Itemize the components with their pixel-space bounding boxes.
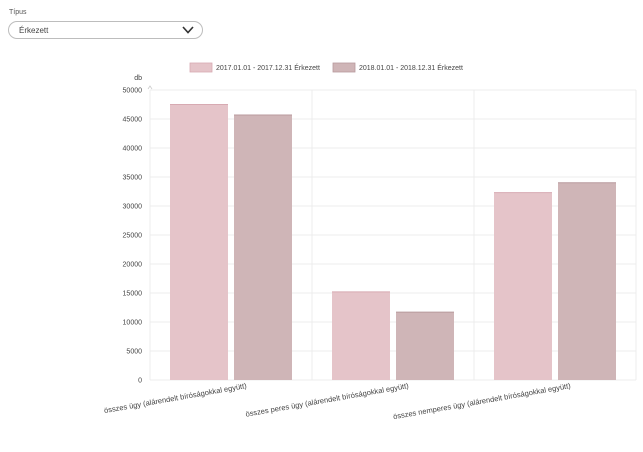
y-tick-label: 10000 (123, 320, 143, 327)
type-select-value: Érkezett (19, 25, 49, 35)
y-tick-label: 20000 (123, 262, 143, 269)
chevron-down-icon (182, 26, 194, 34)
y-tick-label: 50000 (123, 88, 143, 95)
y-tick-label: 15000 (123, 291, 143, 298)
type-select[interactable]: Érkezett (8, 21, 203, 39)
bar-1-2 (332, 291, 390, 380)
filter-label: Típus (9, 9, 27, 16)
y-tick-label: 40000 (123, 146, 143, 153)
legend-swatch-1 (189, 62, 213, 73)
y-tick-label: 25000 (123, 233, 143, 240)
y-tick-label: 5000 (126, 349, 142, 356)
y-tick-label: 45000 (123, 117, 143, 124)
x-category-label: összes ügy (alárendelt bíróságokkal együ… (103, 381, 248, 415)
bar-2-2 (396, 312, 454, 380)
bar-1-3 (494, 192, 552, 380)
y-tick-label: 30000 (123, 204, 143, 211)
bar-2-3 (558, 182, 616, 380)
x-category-label: összes nemperes ügy (alárendelt bíróságo… (392, 381, 571, 421)
legend-label-1: 2017.01.01 - 2017.12.31 Érkezett (216, 63, 320, 72)
y-axis-label: db (134, 75, 142, 82)
legend-swatch-2 (332, 62, 356, 73)
y-axis-arrow-icon (147, 85, 153, 90)
x-category-label: összes peres ügy (alárendelt bíróságokka… (245, 381, 410, 419)
legend-label-2: 2018.01.01 - 2018.12.31 Érkezett (359, 63, 463, 72)
y-tick-label: 0 (138, 378, 142, 385)
y-tick-label: 35000 (123, 175, 143, 182)
bar-2-1 (234, 114, 292, 380)
bar-1-1 (170, 104, 228, 380)
